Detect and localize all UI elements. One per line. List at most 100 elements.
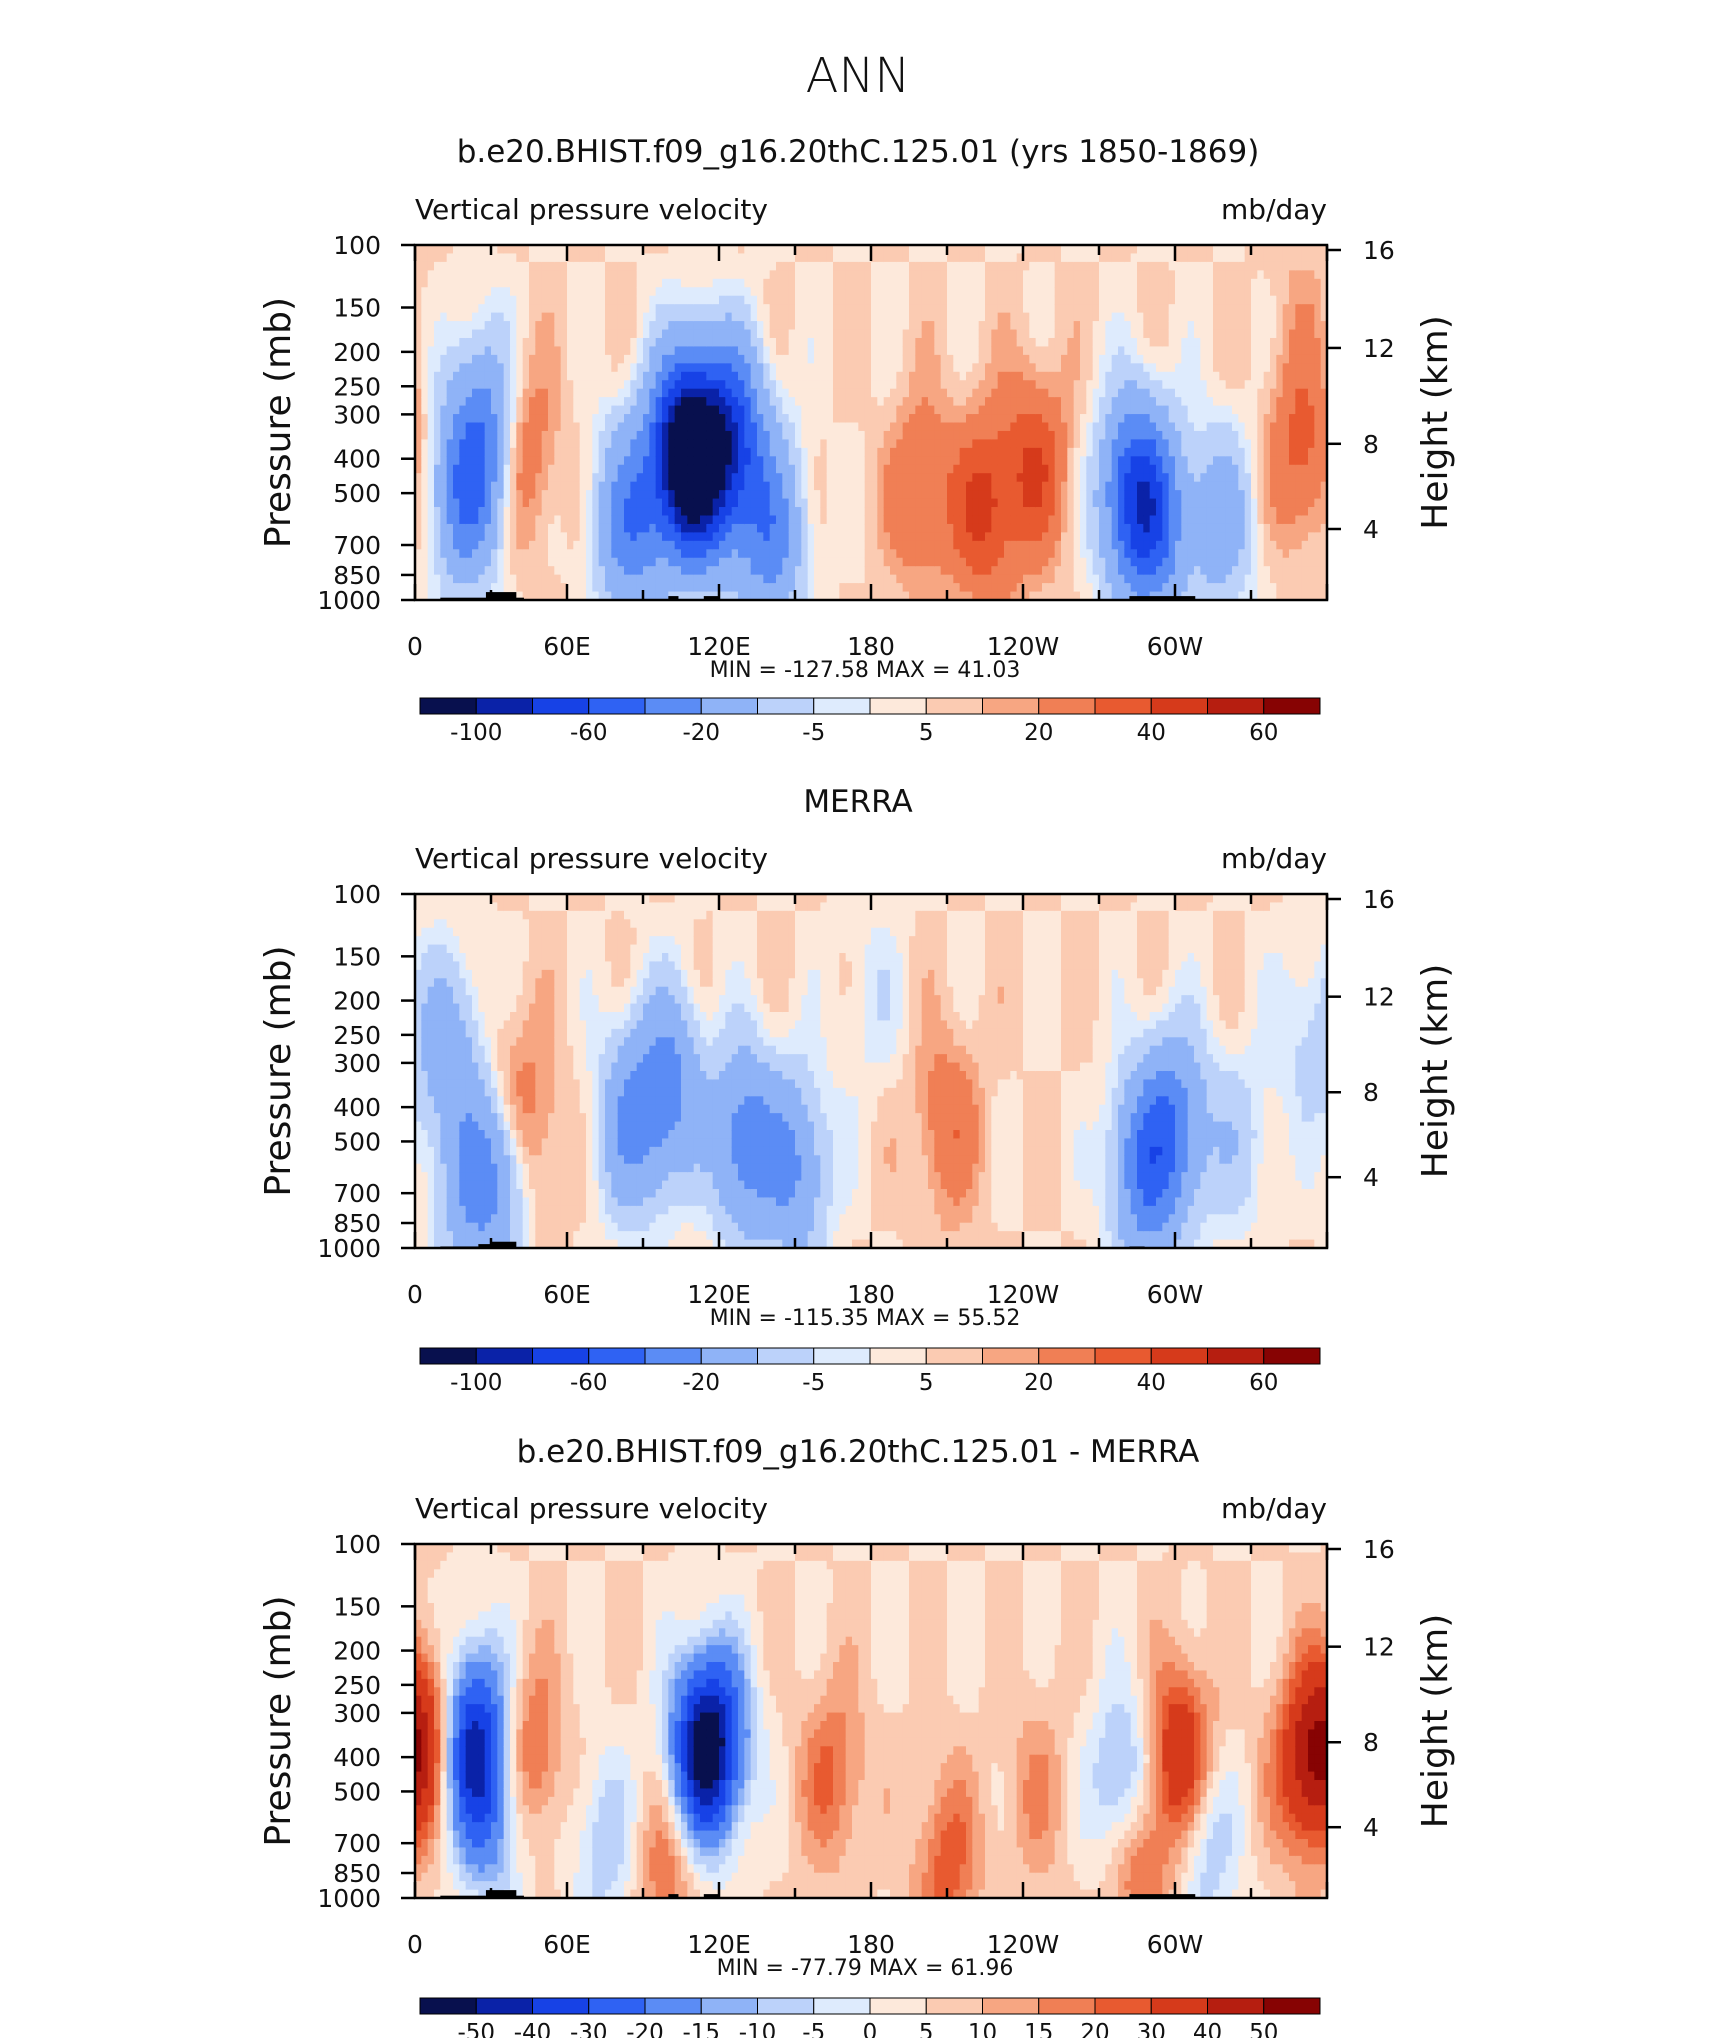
heatmap-cell bbox=[579, 380, 587, 390]
heatmap-cell bbox=[668, 261, 676, 271]
heatmap-cell bbox=[883, 540, 891, 550]
heatmap-cell bbox=[472, 253, 479, 263]
heatmap-cell bbox=[1092, 414, 1100, 424]
heatmap-cell bbox=[567, 397, 574, 407]
heatmap-cell bbox=[643, 253, 650, 263]
heatmap-cell bbox=[890, 312, 897, 322]
heatmap-cell bbox=[934, 549, 942, 559]
heatmap-cell bbox=[940, 557, 948, 567]
heatmap-cell bbox=[744, 515, 752, 525]
heatmap-cell bbox=[554, 245, 562, 255]
heatmap-cell bbox=[871, 481, 878, 491]
heatmap-cell bbox=[434, 346, 441, 356]
heatmap-cell bbox=[928, 540, 935, 550]
heatmap-cell bbox=[997, 253, 1005, 263]
heatmap-cell bbox=[687, 566, 695, 576]
heatmap-cell bbox=[1067, 371, 1075, 381]
heatmap-cell bbox=[427, 278, 435, 288]
heatmap-cell bbox=[833, 439, 840, 449]
heatmap-cell bbox=[674, 337, 682, 348]
heatmap-cell bbox=[1048, 422, 1056, 432]
heatmap-cell bbox=[947, 354, 954, 364]
heatmap-cell bbox=[953, 515, 961, 525]
heatmap-cell bbox=[1016, 515, 1024, 525]
heatmap-cell bbox=[440, 430, 448, 440]
heatmap-cell bbox=[586, 261, 593, 271]
heatmap-cell bbox=[731, 354, 739, 364]
heatmap-cell bbox=[1156, 312, 1163, 322]
heatmap-cell bbox=[820, 532, 828, 542]
heatmap-cell bbox=[763, 261, 771, 271]
heatmap-cell bbox=[598, 245, 606, 255]
heatmap-cell bbox=[605, 456, 612, 466]
heatmap-cell bbox=[801, 422, 809, 432]
heatmap-cell bbox=[902, 430, 910, 440]
heatmap-cell bbox=[814, 566, 821, 576]
heatmap-cell bbox=[807, 523, 815, 533]
heatmap-cell bbox=[814, 278, 821, 288]
heatmap-cell bbox=[915, 515, 923, 525]
heatmap-cell bbox=[624, 456, 631, 466]
heatmap-cell bbox=[573, 473, 581, 483]
heatmap-cell bbox=[947, 566, 954, 576]
heatmap-cell bbox=[940, 523, 948, 533]
heatmap-cell bbox=[833, 346, 840, 356]
heatmap-cell bbox=[934, 540, 942, 550]
heatmap-cell bbox=[611, 473, 619, 483]
heatmap-cell bbox=[1010, 422, 1018, 432]
heatmap-cell bbox=[1137, 363, 1144, 373]
heatmap-cell bbox=[1143, 456, 1151, 466]
heatmap-cell bbox=[814, 447, 821, 457]
heatmap-cell bbox=[883, 439, 891, 449]
heatmap-cell bbox=[928, 464, 935, 474]
heatmap-cell bbox=[1111, 456, 1119, 466]
heatmap-cell bbox=[959, 312, 967, 322]
heatmap-cell bbox=[719, 321, 726, 331]
heatmap-cell bbox=[820, 422, 828, 432]
heatmap-cell bbox=[535, 270, 543, 280]
heatmap-cell bbox=[738, 557, 745, 567]
heatmap-cell bbox=[1029, 245, 1037, 255]
heatmap-cell bbox=[465, 540, 473, 550]
heatmap-cell bbox=[1023, 380, 1030, 390]
heatmap-cell bbox=[491, 337, 498, 348]
heatmap-cell bbox=[1073, 261, 1081, 271]
heatmap-cell bbox=[864, 439, 872, 449]
heatmap-cell bbox=[1042, 456, 1049, 466]
heatmap-cell bbox=[940, 583, 948, 593]
heatmap-cell bbox=[991, 414, 999, 424]
heatmap-cell bbox=[719, 464, 726, 474]
heatmap-cell bbox=[757, 591, 764, 601]
heatmap-cell bbox=[978, 414, 986, 424]
heatmap-cell bbox=[1105, 388, 1113, 398]
heatmap-cell bbox=[643, 270, 650, 280]
heatmap-cell bbox=[649, 439, 657, 449]
heatmap-cell bbox=[478, 583, 486, 593]
heatmap-cell bbox=[541, 321, 549, 331]
heatmap-cell bbox=[1035, 329, 1043, 339]
heatmap-cell bbox=[750, 422, 758, 432]
heatmap-cell bbox=[731, 566, 739, 576]
heatmap-cell bbox=[421, 278, 429, 288]
heatmap-cell bbox=[548, 574, 555, 584]
heatmap-cell bbox=[1073, 481, 1081, 491]
heatmap-cell bbox=[617, 295, 625, 305]
heatmap-cell bbox=[820, 304, 828, 314]
heatmap-cell bbox=[529, 498, 536, 508]
heatmap-cell bbox=[1054, 405, 1062, 415]
heatmap-cell bbox=[573, 405, 581, 415]
heatmap-cell bbox=[446, 515, 454, 525]
heatmap-cell bbox=[674, 388, 682, 398]
heatmap-cell bbox=[611, 422, 619, 432]
heatmap-cell bbox=[826, 337, 834, 348]
heatmap-cell bbox=[744, 354, 752, 364]
heatmap-cell bbox=[617, 515, 625, 525]
heatmap-cell bbox=[1086, 464, 1094, 474]
heatmap-cell bbox=[997, 380, 1005, 390]
heatmap-cell bbox=[871, 380, 878, 390]
heatmap-cell bbox=[719, 346, 726, 356]
heatmap-cell bbox=[1118, 464, 1125, 474]
heatmap-cell bbox=[1149, 557, 1157, 567]
heatmap-cell bbox=[814, 312, 821, 322]
heatmap-cell bbox=[529, 473, 536, 483]
